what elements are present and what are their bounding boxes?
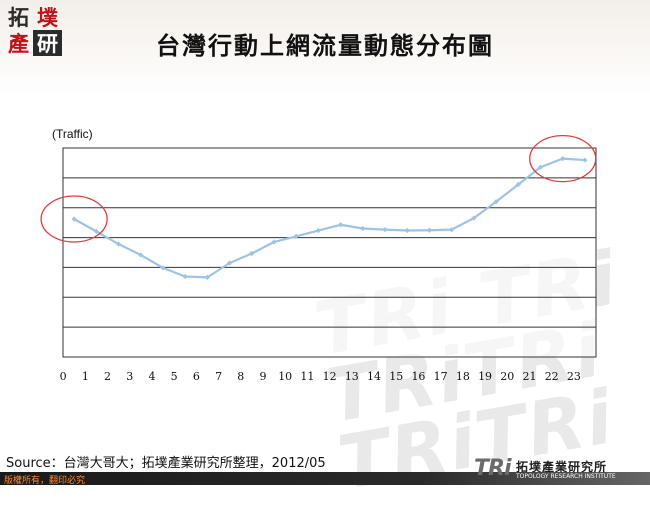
x-tick-label: 14 (367, 370, 381, 383)
footer-bar (0, 472, 650, 485)
data-point (382, 227, 388, 233)
highlight-circle (40, 195, 108, 243)
traffic-series-line (73, 157, 585, 279)
company-logo: 拓 墣 產 研 (4, 4, 62, 56)
org-logo-mark: TRi (474, 456, 511, 481)
data-point (338, 222, 344, 228)
x-tick-label: 7 (215, 370, 222, 383)
x-tick-label: 22 (545, 370, 559, 383)
data-point (271, 239, 277, 245)
traffic-line-chart: (Traffic)0 1 2 3 4 5 6 7 8 9 10 11 12 13 14 15 16 17 18 19 2… (40, 127, 597, 383)
data-point (493, 199, 499, 205)
x-tick-label: 20 (500, 370, 514, 383)
logo-char-4: 研 (33, 30, 62, 56)
data-point (138, 252, 144, 258)
logo-char-3: 產 (8, 30, 29, 56)
x-tick-label: 21 (522, 370, 536, 383)
logo-char-1: 拓 (8, 4, 29, 30)
x-tick-label: 2 (104, 370, 111, 383)
x-tick-label: 16 (411, 370, 425, 383)
x-tick-label: 1 (82, 370, 89, 383)
x-tick-label: 4 (148, 370, 155, 383)
page-title: 台灣行動上網流量動態分布圖 (156, 31, 494, 60)
data-point (315, 227, 321, 234)
x-tick-label: 8 (237, 370, 244, 383)
x-tick-label: 3 (126, 370, 133, 383)
copyright-text: 版權所有，翻印必究 (4, 476, 86, 486)
data-point (449, 227, 455, 233)
y-axis-label: (Traffic) (52, 127, 93, 141)
data-point (582, 157, 588, 163)
x-tick-label: 0 (60, 370, 67, 383)
x-tick-label: 10 (278, 370, 292, 383)
x-tick-label: 5 (171, 370, 178, 383)
data-point (537, 164, 544, 170)
x-tick-label: 11 (300, 370, 314, 383)
x-tick-label: 13 (345, 370, 359, 383)
logo-char-2: 墣 (37, 4, 58, 30)
data-point (404, 227, 410, 234)
data-point (226, 260, 233, 266)
x-tick-label: 17 (434, 370, 448, 383)
data-point (204, 274, 210, 280)
x-tick-label: 19 (478, 370, 492, 383)
data-point (93, 228, 99, 234)
data-point (560, 156, 566, 162)
data-point (71, 216, 77, 222)
source-note: Source：台灣大哥大；拓墣產業研究所整理，2012/05 (6, 456, 326, 471)
header-band (0, 0, 650, 95)
x-tick-label: 15 (389, 370, 403, 383)
data-point (160, 265, 166, 271)
data-point (182, 273, 188, 280)
x-tick-label: 12 (323, 370, 337, 383)
org-name-chinese: 拓墣產業研究所 (516, 460, 608, 474)
data-point (249, 250, 255, 257)
org-name-english: TOPOLOGY RESEARCH INSTITUTE (516, 473, 616, 480)
data-point (293, 233, 299, 239)
data-point (115, 241, 122, 247)
x-tick-label: 18 (456, 370, 470, 383)
data-point (515, 181, 521, 188)
data-point (471, 215, 477, 221)
org-logo: TRi 拓墣產業研究所 TOPOLOGY RESEARCH INSTITUTE (474, 456, 650, 486)
x-tick-label: 9 (259, 370, 266, 383)
highlight-circle (529, 134, 597, 183)
data-point (360, 225, 366, 232)
data-point (426, 227, 433, 233)
plot-area (62, 147, 597, 358)
x-tick-label: 23 (567, 370, 581, 383)
x-tick-label: 6 (193, 370, 200, 383)
